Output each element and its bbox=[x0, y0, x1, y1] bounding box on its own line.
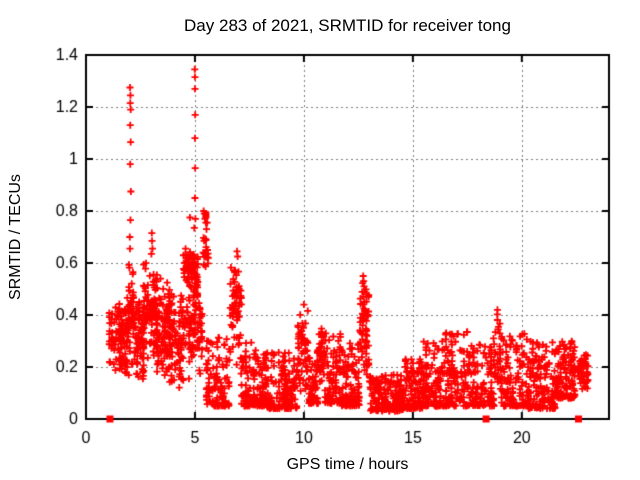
chart-title: Day 283 of 2021, SRMTID for receiver ton… bbox=[184, 16, 511, 35]
y-axis-label: SRMTID / TECUs bbox=[7, 174, 24, 300]
x-axis-label: GPS time / hours bbox=[286, 456, 409, 473]
